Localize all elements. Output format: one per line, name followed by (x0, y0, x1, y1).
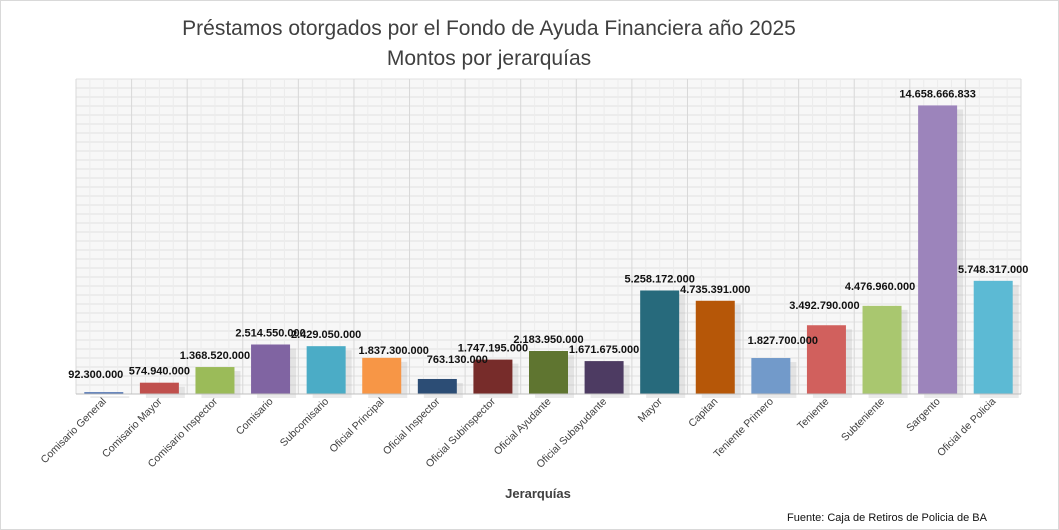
x-tick-label: Oficial de Policia (935, 396, 998, 459)
bar (806, 325, 846, 394)
data-label: 1.368.520.000 (180, 350, 250, 362)
x-tick-label: Mayor (636, 395, 665, 424)
data-label: 1.747.195.000 (458, 343, 528, 355)
bar (751, 358, 791, 394)
x-tick-label: Oficial Ayudante (492, 396, 554, 458)
x-tick-label: Comisario (234, 396, 276, 438)
data-label: 1.827.700.000 (748, 335, 818, 347)
x-tick-label: Sargento (904, 396, 943, 435)
data-label: 763.130.000 (427, 354, 488, 366)
bar (695, 300, 735, 394)
bar (84, 392, 124, 394)
x-tick-label: Teniente (795, 396, 832, 433)
bar (584, 361, 624, 394)
x-axis-title: Jerarquías (505, 486, 571, 501)
data-label: 14.658.666.833 (899, 88, 975, 100)
data-label: 5.748.317.000 (958, 264, 1028, 276)
data-label: 4.735.391.000 (680, 284, 750, 296)
x-tick-label: Comisario General (39, 396, 109, 466)
bar (862, 305, 902, 394)
source-note: Fuente: Caja de Retiros de Policia de BA (787, 512, 987, 524)
x-tick-label: Subcomisario (278, 396, 332, 450)
data-label: 92.300.000 (68, 369, 123, 381)
data-label: 4.476.960.000 (845, 281, 915, 293)
bar (195, 367, 235, 394)
x-tick-label: Subteniente (839, 396, 887, 444)
bar (918, 105, 958, 394)
data-label: 2.183.950.000 (513, 334, 583, 346)
data-label: 574.940.000 (129, 366, 190, 378)
x-tick-label: Oficial Principal (327, 396, 387, 456)
data-label: 2.514.550.000 (235, 327, 305, 339)
bar (529, 351, 568, 394)
bar (473, 359, 513, 394)
bar (251, 344, 291, 394)
data-label: 3.492.790.000 (789, 300, 859, 312)
x-tick-label: Teniente Primero (711, 396, 776, 461)
chart-title: Préstamos otorgados por el Fondo de Ayud… (182, 17, 796, 40)
x-tick-label: Comisario Mayor (100, 395, 165, 460)
data-label: 1.837.300.000 (359, 345, 429, 357)
data-label: 2.429.050.000 (291, 329, 361, 341)
bar-shadow (90, 396, 130, 398)
x-tick-label: Capitan (686, 396, 720, 430)
data-label: 5.258.172.000 (624, 273, 694, 285)
bar (362, 357, 402, 394)
data-label: 1.671.675.000 (569, 344, 639, 356)
bar (139, 382, 179, 394)
x-tick-label: Oficial Inspector (381, 395, 443, 457)
bar (306, 346, 346, 394)
bar (417, 378, 457, 394)
bar (973, 280, 1013, 394)
bar (640, 290, 680, 394)
chart-subtitle: Montos por jerarquías (386, 47, 592, 70)
